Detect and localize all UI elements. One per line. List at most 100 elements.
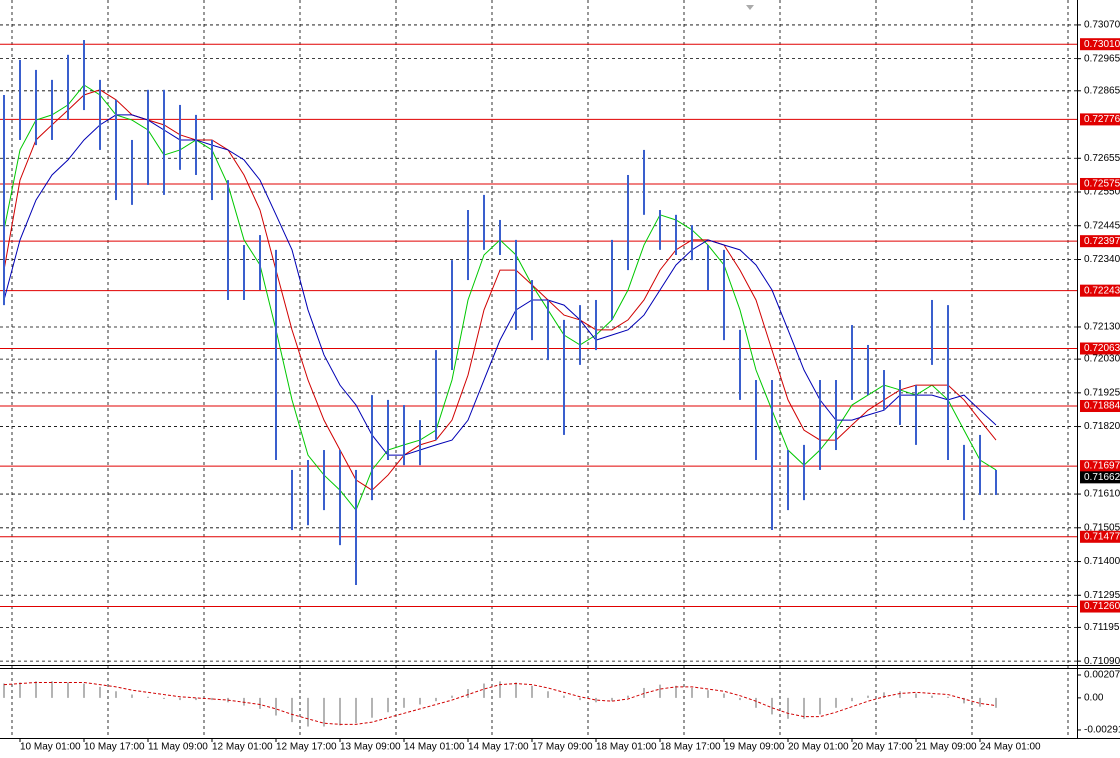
oscillator-bar	[99, 686, 101, 698]
oscillator-bar	[883, 692, 885, 698]
oscillator-bar	[563, 695, 565, 698]
moving-average-line	[3, 114, 997, 456]
oscillator-bar	[419, 697, 421, 705]
x-tick-label: 20 May 01:00	[788, 742, 849, 753]
plot-layer	[3, 40, 997, 727]
oscillator-bar	[291, 697, 293, 723]
level-label: 0.72397	[1084, 236, 1120, 247]
oscillator-bar	[531, 685, 533, 698]
level-label-box	[1080, 284, 1120, 297]
x-tick-label: 11 May 09:00	[148, 742, 208, 753]
level-label: 0.73010	[1084, 39, 1120, 50]
x-tick-label: 14 May 01:00	[404, 742, 465, 753]
level-label-box	[1080, 600, 1120, 613]
current-price-label: 0.71662	[1084, 472, 1120, 483]
oscillator-bar	[979, 697, 981, 707]
x-tick-label: 20 May 17:00	[852, 742, 913, 753]
level-label: 0.72575	[1084, 179, 1120, 190]
level-label: 0.72063	[1084, 343, 1120, 354]
oscillator-bar	[595, 697, 597, 703]
level-label-box	[1080, 113, 1120, 126]
current-price-box	[1080, 471, 1120, 484]
level-label-box	[1080, 460, 1120, 473]
y-tick-label: 0.002074	[1084, 670, 1120, 681]
y-tick-label: 0.72030	[1084, 354, 1120, 365]
oscillator-bar	[723, 693, 725, 698]
y-tick-label: 0.73070	[1084, 20, 1120, 31]
y-tick-label: 0.71400	[1084, 556, 1120, 567]
y-tick-label: 0.71090	[1084, 656, 1120, 667]
y-tick-label: 0.72965	[1084, 53, 1120, 64]
oscillator-bar	[579, 697, 581, 701]
oscillator-bar	[899, 691, 901, 698]
oscillator-bar	[915, 693, 917, 698]
oscillator-bar	[467, 689, 469, 698]
oscillator-bar	[851, 697, 853, 702]
oscillator-bar	[931, 695, 933, 698]
y-tick-label: 0.71195	[1084, 622, 1120, 633]
oscillator-bar	[195, 697, 197, 701]
axes-layer: 0.73070 0.72965 0.72865 0.72655 0.72550 0.724…	[19, 20, 1120, 753]
shift-marker	[746, 5, 754, 10]
y-tick-label: 0.00	[1084, 693, 1104, 704]
oscillator-bar	[131, 694, 133, 698]
oscillator-bar	[323, 697, 325, 727]
oscillator-bar	[163, 697, 165, 699]
oscillator-bar	[995, 697, 997, 708]
y-tick-label: 0.71295	[1084, 590, 1120, 601]
oscillator-bar	[307, 697, 309, 727]
oscillator-bar	[755, 697, 757, 708]
oscillator-bar	[371, 697, 373, 718]
signal-line	[3, 681, 997, 725]
x-tick-label: 13 May 09:00	[340, 742, 401, 753]
oscillator-bar	[275, 697, 277, 716]
x-tick-label: 18 May 17:00	[660, 742, 721, 753]
oscillator-bar	[739, 697, 741, 701]
oscillator-bar	[35, 681, 37, 698]
x-tick-label: 18 May 01:00	[596, 742, 657, 753]
oscillator-bar	[659, 684, 661, 698]
oscillator-bar	[451, 695, 453, 698]
level-label-box	[1080, 342, 1120, 355]
level-label: 0.72243	[1084, 285, 1120, 296]
y-tick-label: 0.72445	[1084, 220, 1120, 231]
oscillator-bar	[179, 697, 181, 701]
y-tick-label: 0.72550	[1084, 187, 1120, 198]
y-tick-label: 0.71505	[1084, 522, 1120, 533]
oscillator-bar	[259, 697, 261, 709]
oscillator-bar	[387, 697, 389, 713]
level-label-box	[1080, 38, 1120, 51]
oscillator-bar	[355, 697, 357, 724]
oscillator-bar	[707, 690, 709, 698]
oscillator-bar	[67, 682, 69, 698]
oscillator-bar	[147, 696, 149, 698]
x-tick-label: 10 May 01:00	[20, 742, 81, 753]
oscillator-bar	[403, 697, 405, 708]
oscillator-bar	[867, 695, 869, 698]
grid-layer	[0, 0, 1077, 738]
y-tick-label: 0.72130	[1084, 322, 1120, 333]
y-tick-label: 0.71925	[1084, 387, 1120, 398]
x-tick-label: 24 May 01:00	[980, 742, 1041, 753]
x-tick-label: 21 May 09:00	[916, 742, 977, 753]
level-label: 0.71884	[1084, 401, 1120, 412]
oscillator-bar	[643, 687, 645, 698]
y-tick-label: 0.72340	[1084, 254, 1120, 265]
oscillator-bar	[819, 697, 821, 715]
moving-average-line	[3, 89, 997, 491]
y-tick-label: 0.71820	[1084, 421, 1120, 432]
x-tick-label: 14 May 17:00	[468, 742, 529, 753]
x-tick-label: 10 May 17:00	[84, 742, 145, 753]
y-tick-label: 0.72655	[1084, 153, 1120, 164]
y-tick-label: 0.71610	[1084, 489, 1120, 500]
y-tick-label: -0.002911	[1084, 725, 1120, 736]
x-tick-label: 19 May 09:00	[724, 742, 785, 753]
oscillator-bar	[963, 697, 965, 704]
oscillator-bar	[19, 682, 21, 698]
oscillator-bar	[691, 687, 693, 698]
oscillator-bar	[483, 683, 485, 698]
level-label-box	[1080, 530, 1120, 543]
level-label-box	[1080, 177, 1120, 190]
